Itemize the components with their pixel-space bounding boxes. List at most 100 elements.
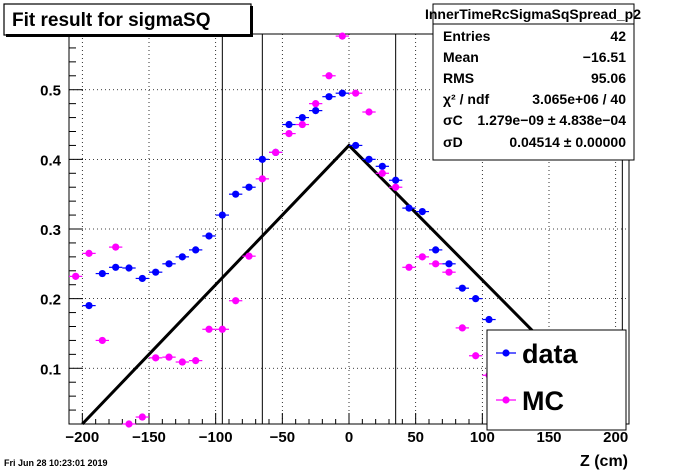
data-point <box>232 190 240 198</box>
x-tick-label: 200 <box>603 429 628 446</box>
y-tick-label: 0.1 <box>40 361 61 378</box>
y-tick-label: 0.3 <box>40 222 61 239</box>
mc-point <box>85 249 93 257</box>
data-point <box>352 141 360 150</box>
data-point <box>205 232 213 240</box>
legend: data MC <box>486 329 627 431</box>
data-point <box>98 269 106 278</box>
timestamp: Fri Jun 28 10:23:01 2019 <box>4 458 108 468</box>
mc-point <box>285 129 293 138</box>
x-tick-label: −200 <box>65 429 99 446</box>
x-tick-label: −50 <box>270 429 295 446</box>
stats-sigmac-value: 1.279e−09 ± 4.838e−04 <box>477 112 626 128</box>
mc-point <box>218 325 226 333</box>
data-point <box>165 260 173 268</box>
y-tick-label: 0.2 <box>40 292 61 309</box>
data-point <box>178 253 186 261</box>
mc-point <box>312 100 320 108</box>
legend-mc-label: MC <box>522 386 564 416</box>
stats-sigmac-label: σC <box>443 112 463 128</box>
mc-point <box>165 353 173 361</box>
x-tick-label: 0 <box>345 429 353 446</box>
mc-point <box>72 272 80 280</box>
mc-point <box>472 352 480 360</box>
stats-box: InnerTimeRcSigmaSqSpread_p2 Entries 42 M… <box>425 3 641 161</box>
title-box: Fit result for sigmaSQ <box>3 3 253 37</box>
data-point <box>378 162 386 170</box>
chart-title: Fit result for sigmaSQ <box>12 10 210 31</box>
data-point <box>192 246 200 254</box>
mc-point <box>298 120 306 129</box>
y-tick-label: 0.5 <box>40 83 61 100</box>
data-point <box>152 268 160 276</box>
mc-point <box>338 32 346 40</box>
data-point <box>312 107 320 115</box>
fit-curve <box>81 143 551 426</box>
mc-point <box>192 357 200 365</box>
data-point <box>245 183 253 191</box>
mc-point <box>405 263 413 271</box>
data-point <box>285 120 293 129</box>
stats-chi2-value: 3.065e+06 / 40 <box>532 91 626 107</box>
stats-chi2-label: χ² / ndf <box>443 91 489 107</box>
stats-name: InnerTimeRcSigmaSqSpread_p2 <box>425 6 641 22</box>
mc-point <box>152 354 160 362</box>
mc-point <box>392 183 400 191</box>
data-point <box>458 284 466 292</box>
mc-point <box>125 420 133 428</box>
data-point <box>432 246 440 254</box>
mc-point <box>325 72 333 80</box>
data-point <box>472 295 480 303</box>
mc-point <box>365 108 373 116</box>
x-tick-label: 100 <box>470 429 495 446</box>
mc-point <box>258 175 266 183</box>
x-tick-label: 50 <box>407 429 424 446</box>
mc-point <box>178 358 186 366</box>
stats-sigmad-label: σD <box>443 134 463 150</box>
mc-point <box>98 336 106 345</box>
x-tick-label: 150 <box>536 429 561 446</box>
data-point <box>138 274 146 283</box>
mc-point <box>205 325 213 333</box>
stats-mean-value: −16.51 <box>583 49 626 65</box>
mc-point <box>378 169 386 177</box>
mc-point <box>272 148 280 156</box>
data-point <box>298 113 306 122</box>
mc-point <box>232 297 240 305</box>
x-tick-label: −100 <box>199 429 233 446</box>
data-point <box>392 176 400 184</box>
stats-entries-value: 42 <box>610 28 626 44</box>
stats-rms-value: 95.06 <box>591 70 626 86</box>
legend-mc-marker <box>502 396 510 404</box>
stats-rms-label: RMS <box>443 70 474 86</box>
data-point <box>405 204 413 212</box>
legend-data-marker <box>502 349 510 357</box>
mc-point <box>112 243 120 251</box>
data-point <box>485 315 493 324</box>
data-point <box>112 263 120 271</box>
y-tick-label: 0.4 <box>40 152 62 169</box>
mc-point <box>138 413 146 421</box>
data-point <box>325 93 333 101</box>
stats-sigmad-value: 0.04514 ± 0.00000 <box>509 134 626 150</box>
mc-point <box>352 89 360 97</box>
x-tick-label: −150 <box>132 429 166 446</box>
legend-data-label: data <box>522 339 579 369</box>
data-point <box>218 211 226 219</box>
data-point <box>258 155 266 163</box>
data-point <box>85 302 93 310</box>
stats-mean-label: Mean <box>443 49 479 65</box>
x-axis-label: Z (cm) <box>580 453 628 470</box>
data-point <box>418 207 426 216</box>
data-point <box>125 264 133 272</box>
data-point <box>338 89 346 97</box>
mc-point <box>418 253 426 261</box>
mc-point <box>458 324 466 332</box>
mc-point <box>445 268 453 276</box>
mc-point <box>432 260 440 268</box>
data-point <box>445 260 453 268</box>
data-point <box>365 155 373 163</box>
stats-entries-label: Entries <box>443 28 491 44</box>
